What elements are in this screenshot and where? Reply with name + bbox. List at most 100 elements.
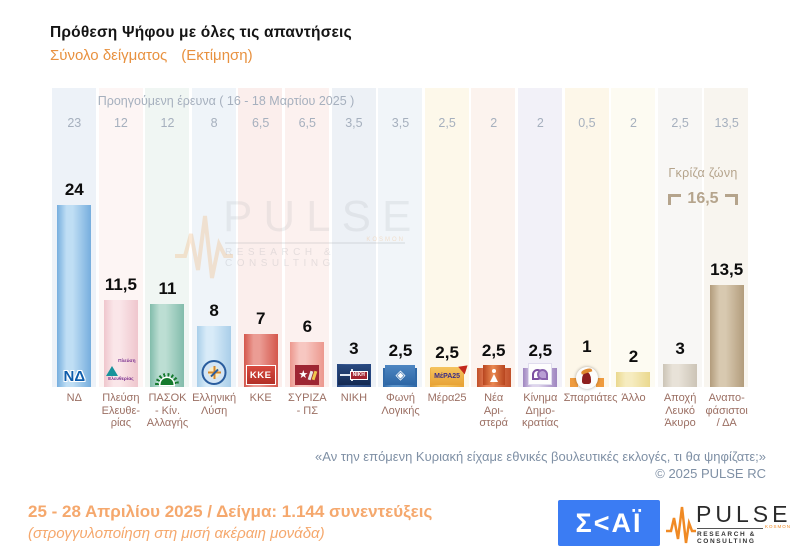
bird: [458, 361, 471, 375]
syriza-party-logo-icon: ★: [295, 365, 320, 385]
party-label-line: ΝΔ: [66, 392, 82, 404]
bar-value-label: 2: [628, 347, 639, 366]
previous-survey-value: 8: [210, 116, 218, 130]
previous-survey-value: 23: [67, 116, 82, 130]
party-label-allo: Άλλο: [610, 392, 657, 405]
star: ★: [298, 368, 309, 381]
previous-survey-value: 2: [630, 116, 637, 130]
chart-column-foni: 3,5 2,5 ◈: [377, 88, 424, 387]
nd-party-logo-icon: ΝΔ: [63, 368, 86, 385]
gray-zone-right-bracket-icon: [724, 193, 738, 205]
tag: ΝΙΚΗ: [349, 371, 368, 380]
kke-party-logo-icon: ΚΚΕ: [245, 365, 276, 385]
helm: [581, 367, 593, 384]
bar-value-label: 3: [675, 339, 685, 358]
bar-value-label: 8: [209, 301, 219, 320]
estimate-label: (Εκτίμηση): [181, 47, 253, 64]
t: ΜέΡΑ25: [434, 372, 461, 380]
bar-value-label: 1: [582, 337, 592, 356]
party-label-pasok: ΠΑΣΟΚ - Κίν. Αλλαγής: [144, 392, 191, 430]
party-label-line: Λογικής: [381, 404, 420, 417]
previous-survey-value: 6,5: [251, 116, 270, 130]
sample-label: Σύνολο δείγματος: [50, 47, 168, 64]
party-bar-apoxi: [663, 364, 698, 387]
gray-zone-label: Γκρίζα ζώνη: [668, 166, 738, 180]
party-label-line: στερά: [479, 417, 509, 429]
niki-party-logo-icon: ΝΙΚΗ: [337, 365, 370, 385]
party-label-apoxi: Αποχή Λευκό Άκυρο: [657, 392, 704, 430]
bar-value-label: 2,5: [388, 341, 413, 360]
party-label-line: / ΔΑ: [716, 417, 737, 429]
party-label-line: Μέρα25: [427, 392, 467, 404]
previous-survey-value: 13,5: [714, 116, 739, 130]
party-label-line: κρατίας: [522, 417, 559, 429]
party-label-line: Δημο-: [525, 404, 556, 417]
party-label-line: ΠΑΣΟΚ: [148, 392, 187, 404]
chart-column-pasok: 12 11: [144, 88, 191, 387]
bar-value-label: 2,5: [481, 341, 506, 360]
chart-column-niki: 3,5 3 ΝΙΚΗ: [331, 88, 378, 387]
party-label-line: Φωνή: [385, 392, 415, 404]
pulse-logo: PULSE KOSMON RESEARCH & CONSULTING: [666, 497, 794, 549]
party-label-spart: Σπαρτιάτες: [564, 392, 618, 405]
body: [489, 373, 498, 382]
head: [491, 368, 496, 373]
chart-column-apoxi: 2,5 3: [657, 88, 704, 387]
gray-zone-left-bracket-icon: [668, 193, 682, 205]
pulse-logo-subtext: RESEARCH & CONSULTING: [697, 531, 756, 545]
party-label-line: Αλλαγής: [146, 417, 189, 429]
party-label-line: Αποχή: [663, 392, 697, 404]
previous-survey-value: 0,5: [578, 116, 596, 130]
party-label-line: φάσιστοι: [705, 404, 748, 417]
party-bar-anap: [709, 285, 744, 387]
chart-column-anap: 13,5 13,5: [703, 88, 750, 387]
bar-value-label: 11,5: [104, 275, 137, 294]
pasok-party-logo-icon: [155, 373, 180, 385]
bar-value-label: 2,5: [528, 341, 553, 360]
bar-value-label: 2,5: [435, 343, 459, 362]
page-title: Πρόθεση Ψήφου με όλες τις απαντήσεις: [50, 24, 352, 41]
party-label-line: ΣΥΡΙΖΑ: [288, 392, 327, 404]
bar-value-label: 24: [64, 180, 84, 199]
previous-survey-label: Προηγούμενη έρευνα ( 16 - 18 Μαρτίου 202…: [97, 94, 355, 108]
party-label-line: ΚΚΕ: [249, 392, 272, 404]
party-label-mera: Μέρα25: [424, 392, 471, 405]
sail: [106, 349, 119, 376]
kinima-party-logo-icon: [528, 363, 553, 385]
bar-value-label: 6: [302, 317, 313, 336]
fieldwork-dates-and-sample: 25 - 28 Απριλίου 2025 / Δείγμα: 1.144 συ…: [28, 502, 433, 521]
chart-column-kinima: 2 2,5: [517, 88, 564, 387]
party-label-anap: Αναπο-φάσιστοι / ΔΑ: [703, 392, 750, 430]
party-bar-allo: [616, 372, 651, 387]
party-label-line: Αναπο-: [708, 392, 745, 404]
pulse-logo-text: PULSE: [696, 501, 792, 527]
party-label-syriza: ΣΥΡΙΖΑ - ΠΣ: [284, 392, 331, 417]
previous-survey-value: 2: [490, 116, 498, 130]
party-label-line: ρίας: [110, 417, 132, 429]
party-label-pleusi: Πλεύση Ελευθε-ρίας: [98, 392, 145, 430]
party-label-kke: ΚΚΕ: [237, 392, 284, 405]
party-label-line: Πλεύση: [102, 392, 140, 404]
pleusi-party-logo-icon: Πλεύση Ελευθερίας: [104, 349, 138, 385]
survey-question: «Αν την επόμενη Κυριακή είχαμε εθνικές β…: [315, 449, 766, 464]
bar-value-label: 3: [349, 339, 359, 358]
previous-survey-value: 12: [160, 116, 175, 130]
party-label-nd: ΝΔ: [51, 392, 98, 405]
previous-survey-value: 12: [113, 116, 128, 130]
column-stripe: [471, 88, 516, 387]
nea-party-logo-icon: [482, 365, 505, 385]
pulse-waveform-icon: [666, 506, 696, 544]
column-stripe: [518, 88, 562, 387]
chart-column-nea: 2 2,5: [470, 88, 517, 387]
previous-survey-value: 3,5: [345, 116, 363, 130]
chart-column-syriza: 6,5 6 ★: [284, 88, 331, 387]
foni-party-logo-icon: ◈: [385, 365, 416, 385]
chart-column-pleusi: 12 11,5 Πλεύση Ελευθερίας: [98, 88, 145, 387]
party-label-line: - Κίν.: [154, 404, 181, 417]
column-stripe: [285, 88, 329, 387]
party-label-line: Ελευθε-: [101, 404, 141, 417]
party-label-line: Λύση: [200, 404, 228, 417]
rounding-note: (στρογγυλοποίηση στη μισή ακέραιη μονάδα…: [28, 525, 325, 542]
